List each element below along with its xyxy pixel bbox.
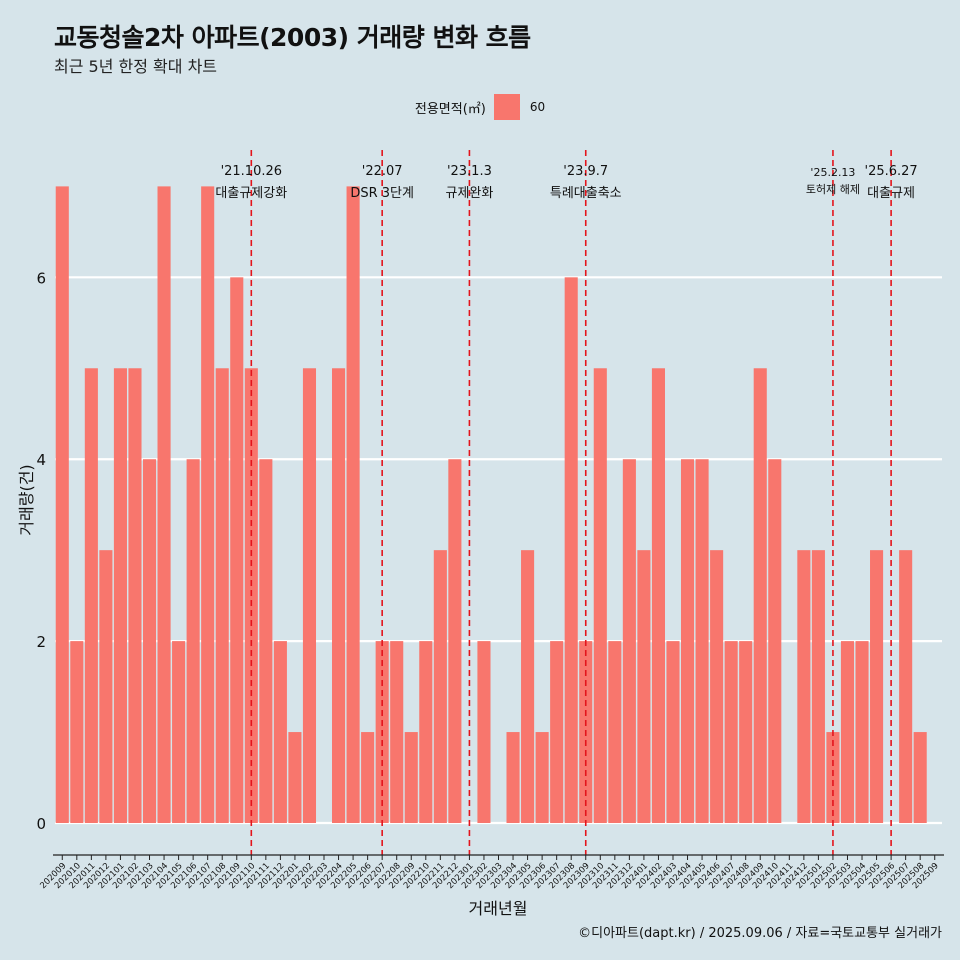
- y-tick-label: 6: [36, 269, 46, 287]
- event-annotations: '21.10.26 대출규제강화 '22.07 DSR 3단계 '23.1.3 규제완화 '…: [215, 164, 917, 201]
- bar-202102: [128, 368, 142, 823]
- bar-202312: [622, 459, 636, 823]
- event-date-label: '23.1.3: [447, 164, 492, 179]
- bar-202410: [768, 459, 782, 823]
- bar-202508: [913, 732, 927, 823]
- bar-202305: [521, 550, 535, 823]
- bar-202405: [695, 459, 709, 823]
- bar-202308: [564, 277, 578, 823]
- bar-202408: [739, 641, 753, 823]
- bar-202109: [230, 277, 244, 823]
- bar-202310: [593, 368, 607, 823]
- bar-202406: [710, 550, 724, 823]
- bar-202412: [797, 550, 811, 823]
- bar-202407: [724, 641, 738, 823]
- x-axis: 2020092020102020112020122021012021022021…: [38, 854, 944, 891]
- bar-202206: [361, 732, 375, 823]
- event-name-label: 대출규제: [867, 186, 915, 201]
- event-name-label: 특례대출축소: [550, 186, 622, 201]
- y-axis-label: 거래량(건): [17, 464, 36, 535]
- bar-202302: [477, 641, 491, 823]
- event-date-label: '22.07: [362, 164, 403, 179]
- bar-202107: [201, 186, 215, 824]
- bar-202012: [99, 550, 113, 823]
- bar-202204: [332, 368, 346, 823]
- bar-202504: [855, 641, 869, 823]
- y-axis: 0 2 4 6: [36, 269, 46, 833]
- bar-202306: [535, 732, 549, 823]
- bar-202106: [186, 459, 200, 823]
- event-name-label: 토허제 해제: [806, 182, 860, 196]
- y-tick-label: 0: [36, 815, 46, 833]
- bar-202307: [550, 641, 564, 823]
- y-tick-label: 4: [36, 451, 46, 469]
- event-date-label: '25.2.13: [810, 166, 855, 179]
- bar-202507: [899, 550, 913, 823]
- bar-202205: [346, 186, 360, 824]
- legend-swatch: [493, 94, 520, 120]
- bar-202011: [84, 368, 98, 823]
- bar-202311: [608, 641, 622, 823]
- bar-202010: [70, 641, 84, 823]
- bar-202212: [448, 459, 462, 823]
- bar-202108: [215, 368, 229, 823]
- bars: [55, 186, 927, 824]
- bar-202104: [157, 186, 171, 824]
- event-name-label: 규제완화: [445, 186, 493, 201]
- bar-202409: [753, 368, 767, 823]
- event-date-label: '25.6.27: [865, 164, 918, 179]
- bar-202401: [637, 550, 651, 823]
- chart-title: 교동청솔2차 아파트(2003) 거래량 변화 흐름: [54, 23, 531, 52]
- bar-202111: [259, 459, 273, 823]
- bar-202210: [419, 641, 433, 823]
- bar-202209: [404, 732, 418, 823]
- legend-item-label: 60: [529, 100, 546, 114]
- bar-202009: [55, 186, 69, 824]
- bar-202304: [506, 732, 520, 823]
- bar-202501: [811, 550, 825, 823]
- bar-202403: [666, 641, 680, 823]
- bar-202505: [870, 550, 884, 823]
- event-date-label: '21.10.26: [221, 164, 282, 179]
- event-date-label: '23.9.7: [563, 164, 608, 179]
- bar-202103: [142, 459, 157, 823]
- x-axis-label: 거래년월: [469, 899, 528, 918]
- bar-202202: [302, 368, 317, 823]
- bar-202503: [840, 641, 855, 823]
- bar-202211: [433, 550, 447, 823]
- legend: 전용면적(㎡) 60: [0, 94, 960, 120]
- event-name-label: 대출규제강화: [215, 186, 287, 201]
- event-lines: [250, 150, 892, 855]
- event-name-label: DSR 3단계: [350, 186, 414, 201]
- bar-202112: [273, 641, 287, 823]
- chart-subtitle: 최근 5년 한정 확대 차트: [54, 57, 218, 76]
- bar-202201: [288, 732, 302, 823]
- bar-202502: [826, 732, 840, 823]
- bar-202101: [113, 368, 127, 823]
- bar-202402: [651, 368, 665, 823]
- bar-202404: [680, 459, 695, 823]
- source-caption: ©디아파트(dapt.kr) / 2025.09.06 / 자료=국토교통부 실…: [578, 926, 942, 941]
- bar-202105: [172, 641, 186, 823]
- bar-202208: [390, 641, 404, 823]
- legend-title: 전용면적(㎡): [414, 101, 486, 117]
- y-tick-label: 2: [36, 633, 46, 651]
